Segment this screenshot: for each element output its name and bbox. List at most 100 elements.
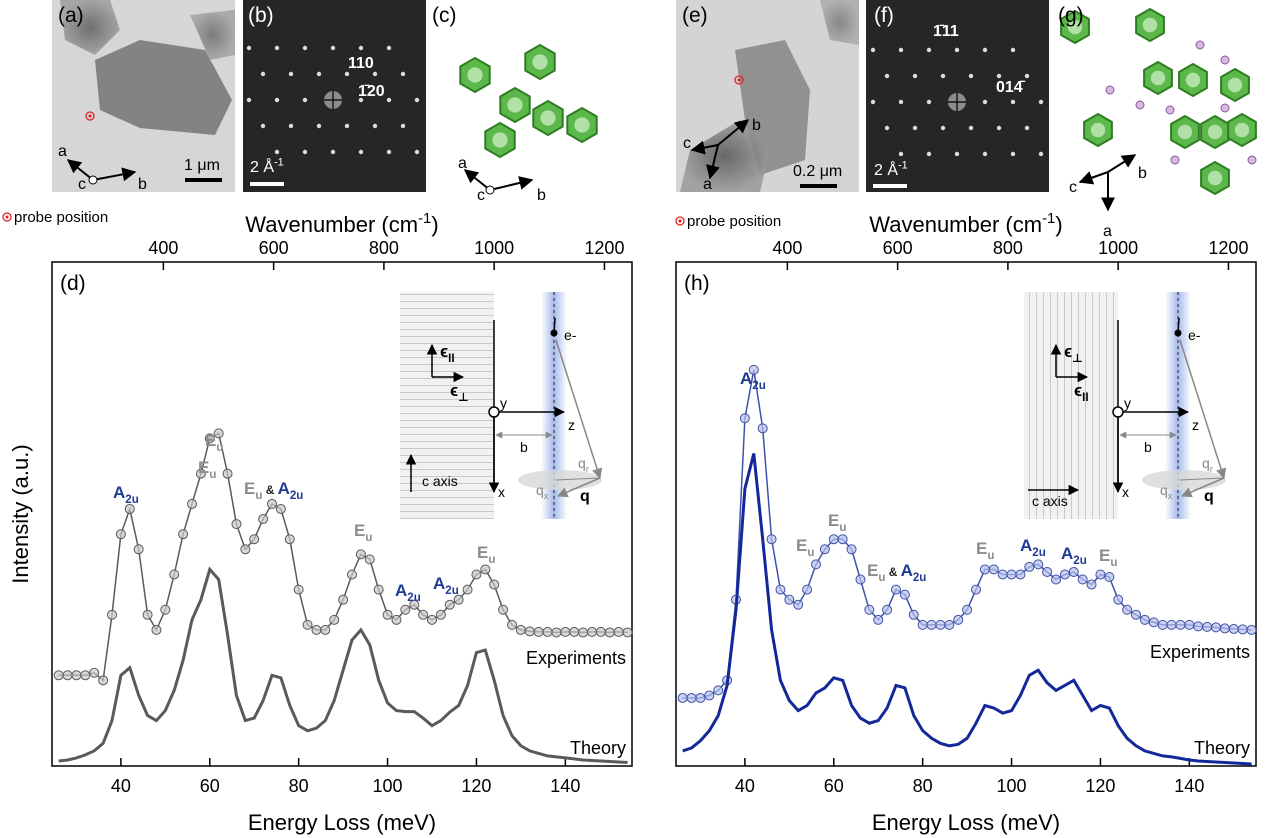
atom — [1091, 123, 1105, 137]
x-tick-label: 60 — [200, 776, 220, 796]
diffraction-spot — [317, 124, 321, 128]
data-point — [1220, 624, 1229, 633]
data-point — [303, 620, 312, 629]
atom — [1208, 125, 1222, 139]
text-part: E — [477, 543, 488, 562]
data-point — [1140, 615, 1149, 624]
diffraction-spot — [401, 72, 405, 76]
text-part: 2u — [125, 494, 138, 506]
data-point — [223, 469, 232, 478]
text-part: A — [113, 483, 125, 502]
diffraction-spot — [303, 98, 307, 102]
diffraction-spot — [373, 124, 377, 128]
data-point — [945, 620, 954, 629]
data-point — [1114, 595, 1123, 604]
text-part: & — [885, 565, 900, 579]
data-point — [499, 605, 508, 614]
diffraction-spot — [289, 72, 293, 76]
diffraction-spot — [997, 126, 1001, 130]
atom — [1235, 123, 1249, 137]
text-part: 2u — [1032, 547, 1045, 559]
x2-tick-label: 600 — [883, 238, 913, 258]
peak-annotation: A2u — [113, 483, 139, 506]
text-part: u — [878, 572, 885, 584]
image-text: b — [752, 117, 761, 134]
image-text: 1̄11 — [933, 23, 959, 40]
peak-annotation: A2u — [395, 581, 421, 604]
image-text: 1 μm — [184, 157, 220, 174]
schematic-label: b — [520, 439, 528, 455]
image-label: (g) — [1058, 4, 1084, 27]
data-point — [508, 620, 517, 629]
data-point — [1247, 625, 1256, 634]
image-text: a — [58, 143, 67, 160]
data-point — [445, 600, 454, 609]
image-label: (f) — [874, 4, 894, 27]
schematic-label: e- — [564, 327, 577, 343]
data-point — [614, 627, 623, 636]
text-part: E — [198, 458, 209, 477]
x-tick-label: 80 — [913, 776, 933, 796]
text-part: ϵ — [440, 342, 448, 361]
peak-annotation: Eu — [828, 511, 846, 534]
x-tick-label: 140 — [1174, 776, 1204, 796]
diffraction-spot — [955, 152, 959, 156]
image-text: 014̄ — [996, 79, 1026, 96]
atom — [1186, 73, 1200, 87]
text-part: u — [807, 547, 814, 559]
x2-tick-label: 1000 — [1098, 238, 1138, 258]
data-point — [365, 555, 374, 564]
probe-legend-marker — [679, 220, 682, 223]
data-point — [330, 615, 339, 624]
x-tick-label: 140 — [550, 776, 580, 796]
text-part: E — [796, 536, 807, 555]
x-tick-label: 100 — [373, 776, 403, 796]
data-point — [1194, 622, 1203, 631]
image-text: 1̄20 — [358, 83, 385, 100]
atom — [1143, 18, 1157, 32]
text-part: u — [365, 532, 372, 544]
peak-annotation: Eu — [354, 521, 372, 544]
crystal-slab — [1024, 292, 1118, 519]
y-axis-title: Intensity (a.u.) — [8, 444, 33, 583]
data-point — [1043, 567, 1052, 576]
atom — [507, 97, 522, 112]
text-part: E — [244, 479, 255, 498]
atom — [1221, 56, 1229, 64]
image-label: (c) — [432, 4, 457, 27]
data-point — [1212, 623, 1221, 632]
series-label: Theory — [1194, 738, 1250, 758]
diffraction-spot — [275, 46, 279, 50]
diffraction-spot — [275, 98, 279, 102]
text-part: 2u — [290, 490, 303, 502]
data-point — [927, 620, 936, 629]
data-point — [428, 615, 437, 624]
text-part: u — [488, 554, 495, 566]
diffraction-spot — [899, 48, 903, 52]
data-point — [63, 671, 72, 680]
data-point — [90, 668, 99, 677]
text-part: 2u — [1073, 555, 1086, 567]
data-point — [900, 590, 909, 599]
diffraction-spot — [401, 124, 405, 128]
data-point — [543, 627, 552, 636]
data-point — [54, 671, 63, 680]
data-point — [785, 595, 794, 604]
x-tick-label: 40 — [735, 776, 755, 796]
schematic-label: z — [568, 417, 575, 433]
data-point — [767, 535, 776, 544]
peak-annotation: Eu & A2u — [244, 479, 303, 502]
data-point — [1052, 575, 1061, 584]
data-point — [829, 535, 838, 544]
figure: (a)1 μmabc(b)1101̄202 Å-1(c)acb(e)0.2 μm… — [0, 0, 1274, 838]
data-point — [1185, 620, 1194, 629]
data-point — [516, 625, 525, 634]
peak-annotation: A2u — [1061, 544, 1087, 567]
diffraction-spot — [1039, 152, 1043, 156]
image-label: (a) — [58, 4, 84, 27]
data-point — [339, 595, 348, 604]
probe-legend: probe position — [14, 209, 108, 226]
data-point — [1203, 622, 1212, 631]
data-point — [419, 610, 428, 619]
atom — [1166, 106, 1174, 114]
